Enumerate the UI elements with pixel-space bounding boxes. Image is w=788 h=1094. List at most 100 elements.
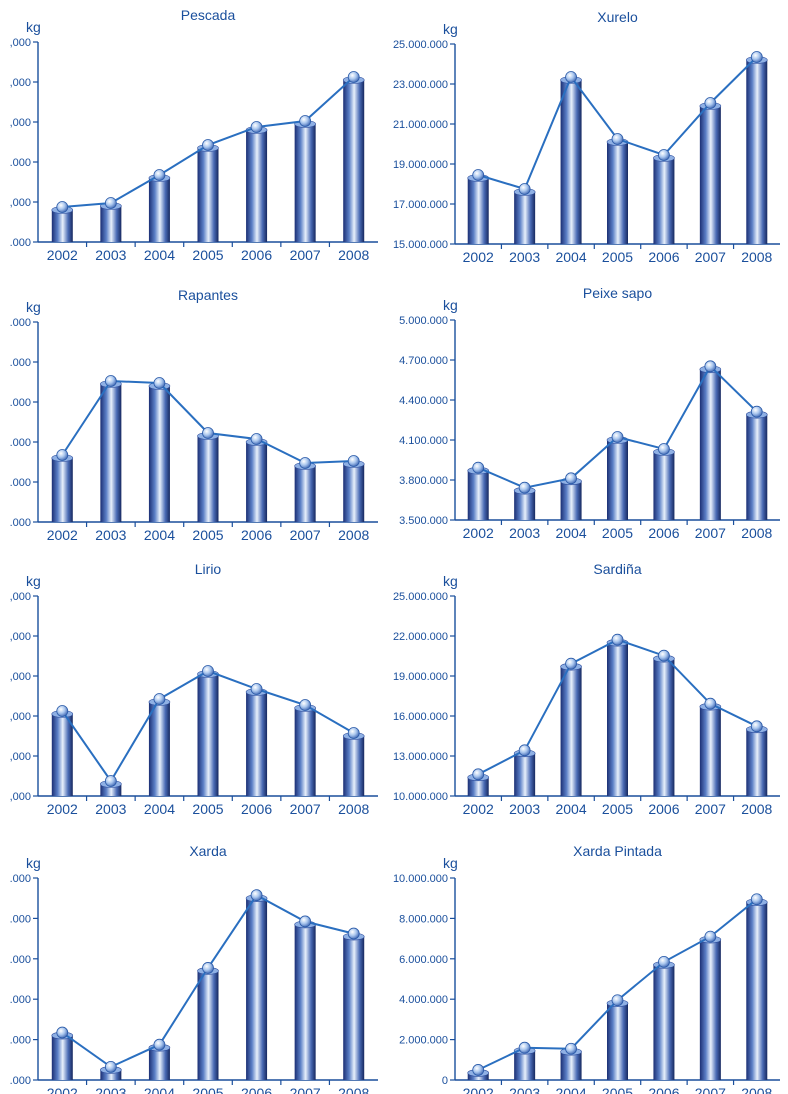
x-tick-label: 2005 bbox=[192, 247, 223, 263]
chart-panel: Xarda kg .000 .000 .000 .000 .000 .000 2002 2003 2… bbox=[10, 843, 378, 1094]
bar-body bbox=[51, 210, 73, 242]
y-tick-label: ,000 bbox=[10, 711, 31, 723]
bar bbox=[342, 460, 365, 522]
x-tick-label: 2007 bbox=[695, 525, 726, 541]
y-tick-label: 25.000.000 bbox=[393, 39, 448, 51]
data-point bbox=[472, 169, 485, 181]
bar-body bbox=[607, 142, 628, 244]
bar bbox=[699, 935, 722, 1080]
bar-body bbox=[148, 386, 170, 522]
bar-body bbox=[653, 964, 675, 1080]
x-tick-label: 2008 bbox=[741, 1085, 772, 1094]
data-point bbox=[153, 693, 166, 705]
bar-body bbox=[699, 706, 721, 796]
bar bbox=[148, 382, 171, 522]
bar-body bbox=[246, 130, 268, 242]
data-point bbox=[565, 1042, 577, 1055]
y-tick-label: ,000 bbox=[10, 751, 31, 763]
data-point bbox=[750, 720, 763, 733]
data-point bbox=[104, 1061, 117, 1073]
data-point bbox=[658, 149, 670, 161]
x-tick-label: 2002 bbox=[463, 1085, 494, 1094]
data-point bbox=[250, 433, 263, 445]
data-point bbox=[202, 139, 214, 151]
bar bbox=[745, 56, 768, 244]
bar-body bbox=[100, 1069, 122, 1080]
chart-title: Rapantes bbox=[178, 287, 238, 303]
bar bbox=[197, 670, 219, 796]
data-point bbox=[518, 744, 531, 757]
y-tick-label: 3.800.000 bbox=[399, 475, 448, 487]
bar bbox=[342, 732, 365, 796]
data-point bbox=[750, 51, 763, 63]
x-tick-label: 2004 bbox=[555, 801, 586, 817]
data-point bbox=[347, 455, 360, 467]
bar bbox=[699, 365, 722, 520]
bar-body bbox=[148, 1047, 170, 1080]
bar-body bbox=[746, 414, 768, 520]
x-tick-label: 2004 bbox=[555, 525, 586, 541]
y-tick-label: 5.000.000 bbox=[399, 315, 448, 327]
y-unit-label: kg bbox=[443, 573, 458, 589]
data-point bbox=[704, 97, 717, 109]
bar-body bbox=[467, 470, 489, 520]
y-tick-label: 19.000.000 bbox=[393, 159, 448, 171]
data-point bbox=[202, 427, 214, 439]
bar bbox=[606, 138, 629, 244]
data-point bbox=[202, 962, 214, 974]
bar-body bbox=[514, 753, 536, 796]
data-point bbox=[56, 1026, 69, 1039]
data-point bbox=[347, 927, 360, 940]
bar-body bbox=[514, 490, 536, 520]
x-tick-label: 2006 bbox=[241, 1085, 272, 1094]
bar bbox=[513, 188, 536, 244]
data-point bbox=[750, 405, 763, 418]
y-tick-label: 23.000.000 bbox=[393, 79, 448, 91]
bar-body bbox=[51, 714, 73, 796]
x-tick-label: 2002 bbox=[47, 801, 78, 817]
chart-title: Xarda Pintada bbox=[573, 843, 662, 859]
data-point bbox=[153, 377, 166, 389]
x-tick-label: 2004 bbox=[144, 801, 175, 817]
data-point bbox=[611, 431, 624, 443]
data-point bbox=[750, 893, 763, 906]
x-tick-label: 2008 bbox=[338, 1085, 369, 1094]
bar-body bbox=[699, 106, 721, 244]
y-tick-label: ,000 bbox=[10, 631, 31, 643]
bar-body bbox=[51, 1035, 73, 1080]
data-point bbox=[658, 649, 670, 662]
bar bbox=[100, 380, 122, 522]
x-tick-label: 2007 bbox=[290, 1085, 321, 1094]
data-point bbox=[611, 633, 624, 646]
x-tick-label: 2005 bbox=[602, 801, 633, 817]
x-tick-label: 2004 bbox=[555, 1085, 586, 1094]
bar bbox=[342, 932, 365, 1080]
y-tick-label: 8.000.000 bbox=[399, 913, 448, 925]
x-tick-label: 2004 bbox=[144, 1085, 175, 1094]
y-unit-label: kg bbox=[26, 855, 41, 871]
bar-body bbox=[197, 148, 219, 242]
x-tick-label: 2008 bbox=[338, 527, 369, 543]
x-tick-label: 2005 bbox=[192, 1085, 223, 1094]
x-tick-label: 2002 bbox=[47, 527, 78, 543]
data-point bbox=[347, 71, 360, 83]
bar-body bbox=[607, 1003, 628, 1080]
data-point bbox=[56, 449, 69, 461]
bar bbox=[606, 999, 629, 1080]
bar-body bbox=[467, 777, 489, 796]
y-tick-label: ,000 bbox=[10, 591, 31, 603]
y-tick-label: .000 bbox=[10, 157, 31, 169]
bar-body bbox=[746, 902, 768, 1080]
chart-panel: Xarda Pintada kg 0 2.000.000 4.000.000 6.000.… bbox=[393, 843, 780, 1094]
chart-title: Pescada bbox=[181, 7, 236, 23]
data-point bbox=[472, 768, 485, 781]
bar-body bbox=[51, 458, 73, 522]
bar bbox=[699, 102, 722, 244]
y-tick-label: 17.000.000 bbox=[393, 199, 448, 211]
data-point bbox=[250, 889, 263, 902]
bar-body bbox=[653, 658, 675, 796]
x-tick-label: 2006 bbox=[241, 801, 272, 817]
x-tick-label: 2003 bbox=[509, 1085, 540, 1094]
y-tick-label: 21.000.000 bbox=[393, 119, 448, 131]
chart-panel: Lirio kg ,000 ,000 ,000 ,000 ,000 ,000 2002 2003 2… bbox=[10, 561, 378, 817]
